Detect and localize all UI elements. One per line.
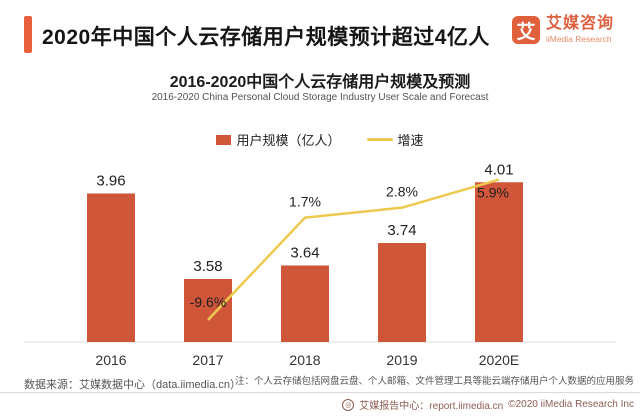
x-axis-label-2019: 2019 — [386, 352, 417, 368]
bar-2019 — [378, 243, 426, 342]
x-axis-label-2020E: 2020E — [479, 352, 519, 368]
logo-name-cn: 艾媒咨询 — [545, 15, 614, 33]
footer-report-center-link[interactable]: 艾媒报告中心：report.iimedia.cn — [359, 401, 504, 412]
data-source-note: 数据来源：艾媒数据中心（data.iimedia.cn） — [24, 379, 241, 391]
bar-2018 — [281, 265, 329, 342]
legend-label: 用户规模（亿人） — [236, 133, 341, 148]
logo-name-en: iiMedia Research — [545, 34, 612, 45]
bar-value-label: 3.58 — [193, 258, 222, 275]
iimedia-logo: 艾 艾媒咨询 iiMedia Research — [511, 16, 614, 44]
bar-2020E — [475, 182, 523, 342]
x-axis-label-2018: 2018 — [289, 352, 320, 368]
footer-divider — [0, 392, 640, 393]
iimedia-badge-icon: ◎ — [342, 398, 355, 411]
growth-value-label: -9.6% — [190, 294, 227, 310]
chart-subtitle: 2016-2020 China Personal Cloud Storage I… — [151, 92, 489, 103]
growth-value-label: 1.7% — [289, 194, 321, 210]
title-accent-bar — [24, 16, 32, 53]
bar-value-label: 4.01 — [484, 161, 513, 178]
page-title: 2020年中国个人云存储用户规模预计超过4亿人 — [42, 26, 490, 49]
chart-title: 2016-2020中国个人云存储用户规模及预测 — [169, 74, 471, 91]
bar-value-label: 3.96 — [96, 173, 125, 190]
growth-line — [207, 178, 500, 321]
chart-legend: 用户规模（亿人） 增速 — [0, 130, 640, 149]
iimedia-logo-icon: 艾 — [511, 16, 540, 44]
bar-2017 — [184, 279, 232, 342]
iimedia-logo-text: 艾媒咨询 iiMedia Research — [546, 16, 614, 44]
chart-footnote: 注：个人云存储包括网盘云盘、个人邮箱、文件管理工具等能云端存储用户个人数据的应用… — [234, 376, 634, 387]
bar-value-label: 3.74 — [387, 222, 416, 239]
bar-2016 — [87, 193, 135, 342]
footer-copyright: ©2020 iiMedia Research Inc — [508, 399, 634, 410]
legend-label: 增速 — [397, 133, 424, 148]
legend-item-growth: 增速 — [366, 130, 424, 149]
legend-bar-swatch-icon — [216, 134, 232, 145]
bar-value-label: 3.64 — [290, 245, 319, 262]
legend-item-users: 用户规模（亿人） — [216, 130, 341, 149]
legend-line-swatch-icon — [366, 138, 393, 141]
footer: ◎ 艾媒报告中心：report.iimedia.cn ©2020 iiMedia… — [342, 397, 634, 412]
growth-value-label: 2.8% — [386, 184, 418, 200]
growth-value-label: 5.9% — [477, 185, 509, 201]
x-axis-label-2017: 2017 — [192, 352, 223, 368]
x-axis-label-2016: 2016 — [95, 352, 126, 368]
chart-canvas: 3.96 2016 3.58 2017 3.64 2018 3.74 2019 4.01 2020… — [24, 161, 616, 368]
